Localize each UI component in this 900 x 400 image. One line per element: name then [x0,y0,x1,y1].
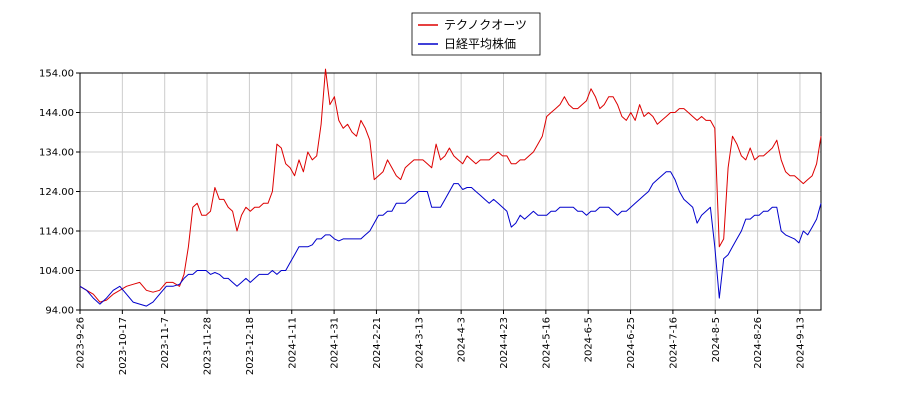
series-lines [79,68,822,307]
y-tick-label: 144.00 [39,108,74,119]
x-tick-label: 2024-6-5 [584,317,595,362]
legend-label-series-1: テクノクオーツ [444,18,527,32]
legend-box [411,12,541,56]
y-axis: 94.00 104.00 114.00 124.00 134.00 144.00 154.0… [39,69,80,317]
y-tick-label: 104.00 [39,266,74,277]
series-line-2 [79,171,822,307]
x-tick-label: 2024-8-5 [711,317,722,362]
legend: テクノクオーツ 日経平均株価 [411,12,541,56]
x-tick-label: 2024-4-3 [457,317,468,362]
x-tick-label: 2024-2-21 [372,317,383,369]
y-tick-label: 114.00 [39,227,74,238]
x-tick-label: 2024-9-13 [795,317,806,369]
y-tick-label: 154.00 [39,69,74,80]
x-tick-label: 2024-6-25 [626,317,637,369]
y-tick-label: 124.00 [39,187,74,198]
x-tick-label: 2023-12-18 [245,317,256,375]
legend-label-series-2: 日経平均株価 [444,36,516,51]
x-tick-label: 2024-7-16 [668,317,679,369]
x-tick-label: 2024-1-11 [287,317,298,369]
y-tick-label: 134.00 [39,148,74,159]
x-axis: 2023-9-26 2023-10-17 2023-11-7 2023-11-28 20… [76,310,806,375]
x-tick-label: 2024-8-26 [753,317,764,369]
x-tick-label: 2023-11-28 [203,317,214,375]
x-tick-label: 2023-11-7 [160,317,171,369]
y-tick-label: 94.00 [45,306,74,317]
x-tick-label: 2023-9-26 [76,317,87,369]
series-line-1 [79,68,822,303]
x-tick-label: 2024-5-16 [541,317,552,369]
x-tick-label: 2023-10-17 [118,317,129,375]
grid [79,72,821,311]
x-tick-label: 2024-1-31 [330,317,341,369]
x-tick-label: 2024-4-23 [499,317,510,369]
x-tick-label: 2024-3-13 [414,317,425,369]
